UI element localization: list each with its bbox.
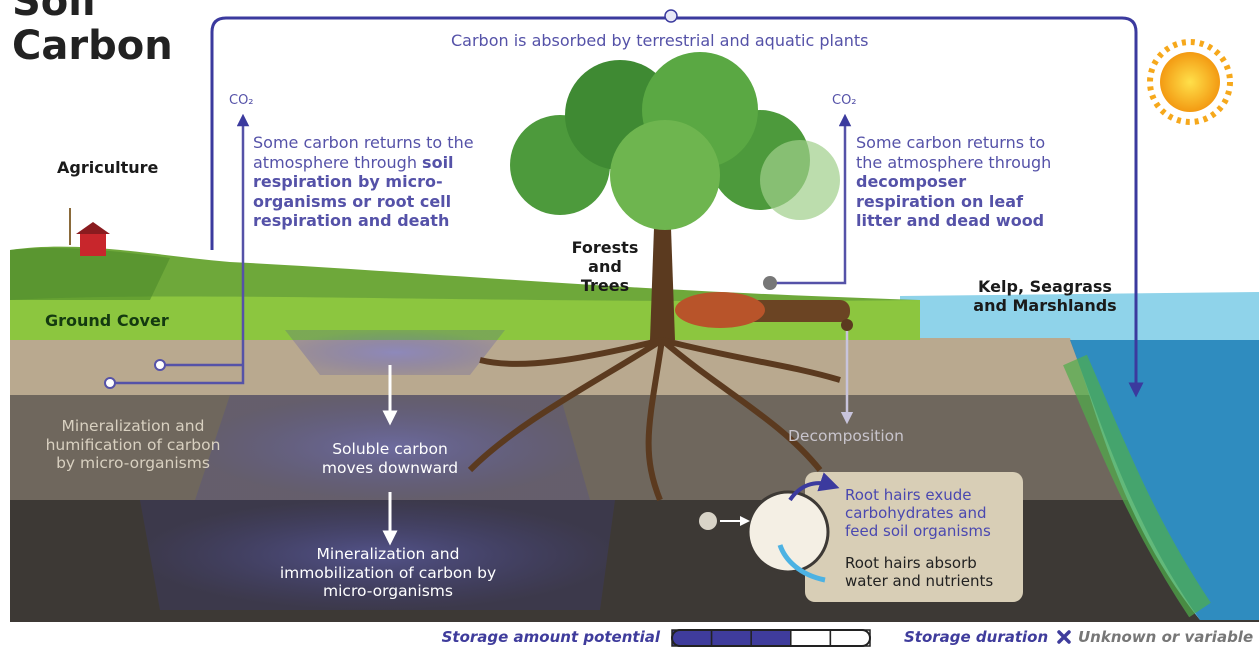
storage-amount-label: Storage amount potential xyxy=(442,628,660,646)
storage-duration-value: Unknown or variable xyxy=(1078,628,1253,646)
title-line: Carbon xyxy=(12,24,173,68)
cycle-caption: Carbon is absorbed by terrestrial and aq… xyxy=(451,31,869,50)
leaf-litter xyxy=(675,292,765,328)
immobilization-note: Mineralization and immobilization of car… xyxy=(278,545,498,601)
source-dot xyxy=(105,378,115,388)
storage-segment xyxy=(712,630,752,646)
sun xyxy=(1160,52,1220,112)
carbon-glow xyxy=(285,330,505,375)
forests-label: Forests and Trees xyxy=(565,238,645,296)
unknown-icon xyxy=(1059,632,1069,642)
exude-note: Root hairs exude carbohydrates and feed … xyxy=(845,486,1015,540)
left-note: Some carbon returns to the atmosphere th… xyxy=(253,133,478,231)
storage-segment xyxy=(791,630,831,646)
co2-label: CO₂ xyxy=(832,93,857,109)
barn-roof xyxy=(76,222,110,234)
source-dot xyxy=(763,276,777,290)
co2-label: CO₂ xyxy=(229,93,254,109)
storage-bar xyxy=(672,630,870,646)
storage-segment xyxy=(672,630,712,646)
canopy xyxy=(510,52,840,230)
ground-cover-label: Ground Cover xyxy=(45,311,169,330)
note-text: Some carbon returns to the atmosphere th… xyxy=(856,133,1051,172)
storage-duration-label: Storage duration xyxy=(904,628,1048,646)
barn xyxy=(80,232,106,256)
right-note: Some carbon returns to the atmosphere th… xyxy=(856,133,1056,231)
soluble-note: Soluble carbon moves downward xyxy=(305,440,475,477)
infographic: Soil Carbon Carbon is absorbed by terres… xyxy=(0,0,1259,647)
zoom-origin xyxy=(699,512,717,530)
source-dot xyxy=(155,360,165,370)
title: Soil Carbon xyxy=(12,0,173,68)
connector xyxy=(665,10,677,22)
kelp-label: Kelp, Seagrass and Marshlands xyxy=(960,277,1130,315)
decomposition-note: Decomposition xyxy=(788,427,904,446)
humification-note: Mineralization and humification of carbo… xyxy=(38,417,228,473)
note-emphasis: decomposer respiration on leaf litter an… xyxy=(856,172,1044,230)
storage-segment xyxy=(830,630,870,646)
scene xyxy=(0,0,1259,647)
agriculture-label: Agriculture xyxy=(57,158,158,177)
title-line: Soil xyxy=(12,0,173,24)
storage-segment xyxy=(751,630,791,646)
source-dot xyxy=(841,319,853,331)
absorb-note: Root hairs absorb water and nutrients xyxy=(845,554,1015,590)
